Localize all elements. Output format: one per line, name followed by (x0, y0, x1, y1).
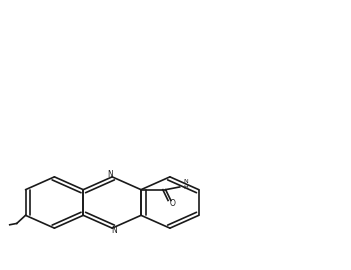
Text: N: N (111, 226, 117, 235)
Text: N
H: N H (184, 179, 188, 190)
Text: N: N (107, 170, 113, 179)
Text: O: O (170, 199, 176, 208)
